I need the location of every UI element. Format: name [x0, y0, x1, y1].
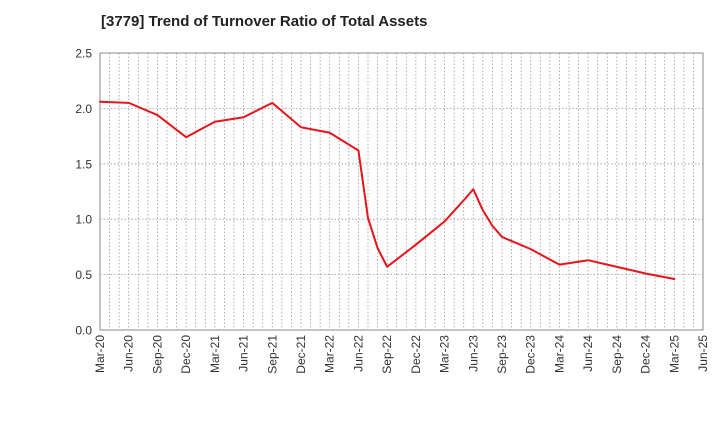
x-tick-label: Dec-21	[294, 335, 308, 374]
y-tick-label: 2.5	[75, 47, 92, 61]
x-tick-label: Mar-22	[323, 335, 337, 373]
x-tick-label: Sep-21	[265, 335, 279, 374]
x-tick-label: Dec-20	[179, 335, 193, 374]
x-tick-label: Jun-20	[122, 335, 136, 372]
y-tick-label: 1.5	[75, 157, 92, 171]
x-tick-label: Mar-23	[438, 335, 452, 373]
series-layer	[99, 100, 676, 281]
y-tick-label: 2.0	[75, 102, 92, 116]
x-tick-label: Jun-21	[237, 335, 251, 372]
x-tick-label: Dec-22	[409, 335, 423, 374]
x-tick-label: Jun-25	[696, 335, 710, 372]
x-tick-label: Mar-20	[93, 335, 107, 373]
x-tick-label: Jun-22	[351, 335, 365, 372]
plot-area-border	[99, 52, 704, 331]
x-tick-label: Mar-21	[208, 335, 222, 373]
y-tick-label: 0.0	[75, 324, 92, 338]
x-tick-label: Dec-23	[524, 335, 538, 374]
x-tick-label: Sep-23	[495, 335, 509, 374]
x-tick-label: Jun-24	[581, 335, 595, 372]
x-tick-label: Jun-23	[466, 335, 480, 372]
x-tick-label: Sep-20	[150, 335, 164, 374]
x-tick-label: Sep-24	[610, 335, 624, 374]
grid-layer	[100, 53, 703, 330]
chart-title: [3779] Trend of Turnover Ratio of Total …	[101, 13, 428, 30]
y-tick-label: 0.5	[75, 268, 92, 282]
x-tick-label: Mar-25	[667, 335, 681, 373]
x-tick-label: Dec-24	[639, 335, 653, 374]
series-line	[99, 100, 676, 281]
x-tick-label: Mar-24	[552, 335, 566, 373]
axis-layer: 0.0 0.5 1.0 1.5 2.0 2.5 Mar-20 Jun-20 Sep-20 Dec-…	[75, 47, 710, 374]
y-tick-label: 1.0	[75, 213, 92, 227]
x-tick-label: Sep-22	[380, 335, 394, 374]
